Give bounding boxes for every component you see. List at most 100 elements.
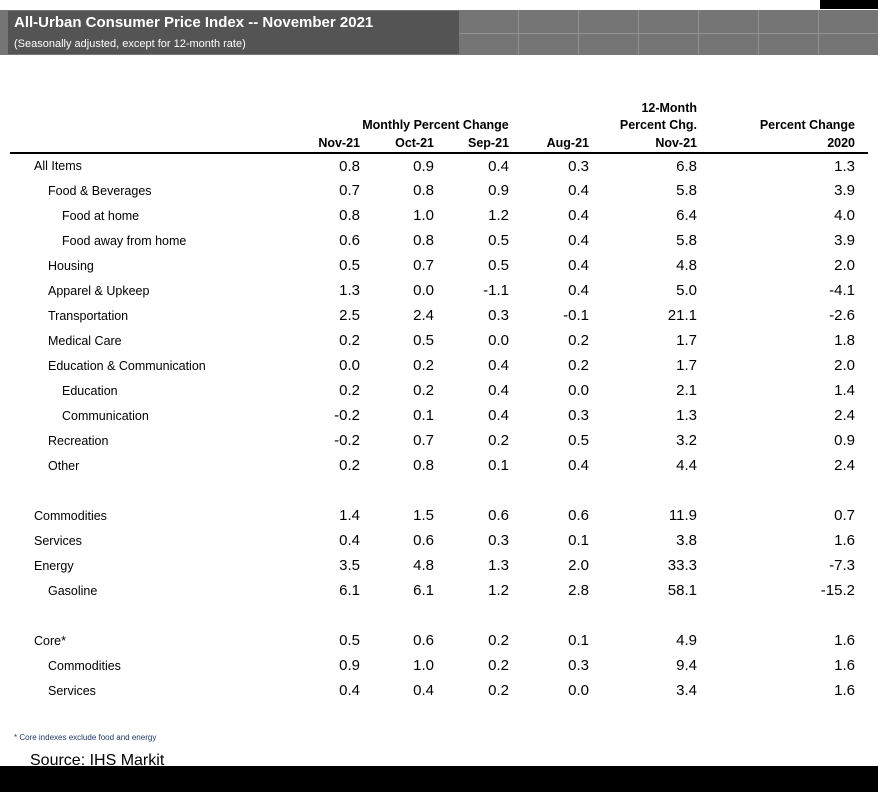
- cell-value: 11.9: [668, 507, 697, 524]
- header-row-3: Nov-21 Oct-21 Sep-21 Aug-21 Nov-21 2020: [10, 134, 868, 154]
- cell-value: 0.2: [413, 357, 434, 374]
- table-row: Services 0.4 0.4 0.2 0.0 3.4 1.6: [10, 678, 868, 703]
- row-label: Transportation: [48, 308, 129, 323]
- cell-value: 3.8: [676, 532, 697, 549]
- cell-value: 0.0: [488, 332, 509, 349]
- cell-value: 3.4: [676, 682, 697, 699]
- cell-value: 0.4: [568, 182, 589, 199]
- cell-value: 1.6: [834, 532, 855, 549]
- cell-value: 0.9: [339, 657, 360, 674]
- cell-value: 0.8: [413, 232, 434, 249]
- cell-value: -1.1: [483, 282, 509, 299]
- col-header-12month-line1: 12-Month: [641, 101, 697, 115]
- cell-value: 0.2: [488, 432, 509, 449]
- table-row: Housing 0.5 0.7 0.5 0.4 4.8 2.0: [10, 253, 868, 278]
- cell-value: 4.4: [676, 457, 697, 474]
- cell-value: 0.5: [568, 432, 589, 449]
- table-header: 12-Month Monthly Percent Change Percent …: [10, 100, 868, 154]
- cell-value: 0.2: [488, 682, 509, 699]
- row-label: Services: [48, 683, 96, 698]
- table-row: Food away from home 0.6 0.8 0.5 0.4 5.8 3.9: [10, 228, 868, 253]
- cell-value: 1.4: [339, 507, 360, 524]
- cell-value: 0.3: [568, 157, 589, 175]
- cell-value: 0.9: [413, 157, 434, 175]
- col-header-12month-nov21: Nov-21: [589, 134, 697, 154]
- empty-cell: [697, 100, 868, 116]
- cell-value: 0.0: [413, 282, 434, 299]
- row-label: Education: [62, 383, 118, 398]
- cell-value: 0.6: [339, 232, 360, 249]
- cell-value: 1.7: [676, 332, 697, 349]
- table-row: Gasoline 6.1 6.1 1.2 2.8 58.1 -15.2: [10, 578, 868, 603]
- footnote: * Core indexes exclude food and energy: [14, 733, 157, 742]
- row-label: Apparel & Upkeep: [48, 283, 150, 298]
- cell-value: 0.5: [339, 257, 360, 274]
- cell-value: 0.2: [339, 382, 360, 399]
- cell-value: 0.4: [568, 257, 589, 274]
- empty-cell: [10, 116, 282, 134]
- table-row: Education 0.2 0.2 0.4 0.0 2.1 1.4: [10, 378, 868, 403]
- cell-value: 0.5: [413, 332, 434, 349]
- cell-value: 0.7: [413, 432, 434, 449]
- cell-value: 0.6: [413, 632, 434, 649]
- header-row-2: Monthly Percent Change Percent Chg. Perc…: [10, 116, 868, 134]
- cell-value: 4.8: [413, 557, 434, 574]
- row-label: Other: [48, 458, 80, 473]
- row-label: Core*: [34, 633, 66, 648]
- cell-value: 0.1: [488, 457, 509, 474]
- page-subtitle: (Seasonally adjusted, except for 12-mont…: [14, 38, 246, 50]
- cell-value: 58.1: [667, 582, 697, 599]
- cell-value: 0.0: [568, 382, 589, 399]
- cell-value: -2.6: [829, 307, 855, 324]
- table-row: Education & Communication 0.0 0.2 0.4 0.2 1.7…: [10, 353, 868, 378]
- cell-value: -15.2: [820, 582, 855, 599]
- table-row: Medical Care 0.2 0.5 0.0 0.2 1.7 1.8: [10, 328, 868, 353]
- cell-value: 0.6: [488, 507, 509, 524]
- cell-value: 0.3: [488, 307, 509, 324]
- table-row: Commodities 0.9 1.0 0.2 0.3 9.4 1.6: [10, 653, 868, 678]
- cell-value: 6.1: [339, 582, 360, 599]
- cell-value: 0.2: [568, 357, 589, 374]
- cell-value: 0.4: [568, 282, 589, 299]
- cell-value: 1.5: [413, 507, 434, 524]
- empty-cell: [10, 478, 868, 503]
- table-row: All Items 0.8 0.9 0.4 0.3 6.8 1.3: [10, 153, 868, 178]
- cell-value: 0.4: [413, 682, 434, 699]
- cell-value: 0.9: [834, 432, 855, 449]
- row-label: Communication: [62, 408, 149, 423]
- cell-value: 6.8: [676, 157, 697, 175]
- table-row: Apparel & Upkeep 1.3 0.0 -1.1 0.4 5.0 -4.1: [10, 278, 868, 303]
- cell-value: 0.1: [568, 532, 589, 549]
- cell-value: 0.4: [488, 407, 509, 424]
- col-header-2020: 2020: [697, 134, 868, 154]
- table-row: Core* 0.5 0.6 0.2 0.1 4.9 1.6: [10, 628, 868, 653]
- cell-value: 0.8: [339, 157, 360, 175]
- cell-value: 0.2: [488, 657, 509, 674]
- row-label: Gasoline: [48, 583, 98, 598]
- cell-value: 1.7: [676, 357, 697, 374]
- cell-value: 1.2: [488, 582, 509, 599]
- row-label: Food away from home: [62, 233, 187, 248]
- row-label: Medical Care: [48, 333, 122, 348]
- row-label: All Items: [34, 159, 82, 173]
- cell-value: 0.6: [413, 532, 434, 549]
- cell-value: 0.4: [339, 682, 360, 699]
- spacer-row: [10, 478, 868, 503]
- table-row: Food at home 0.8 1.0 1.2 0.4 6.4 4.0: [10, 203, 868, 228]
- table-row: Recreation -0.2 0.7 0.2 0.5 3.2 0.9: [10, 428, 868, 453]
- cell-value: 0.8: [339, 207, 360, 224]
- row-label: Commodities: [34, 508, 107, 523]
- cell-value: 1.3: [488, 557, 509, 574]
- cell-value: 1.0: [413, 207, 434, 224]
- bottom-black-bar: [0, 766, 878, 792]
- cell-value: 0.7: [834, 507, 855, 524]
- cell-value: 2.4: [413, 307, 434, 324]
- cell-value: 0.5: [339, 632, 360, 649]
- cell-value: 1.6: [834, 632, 855, 649]
- page-title: All-Urban Consumer Price Index -- Novemb…: [14, 14, 374, 31]
- cell-value: 1.8: [834, 332, 855, 349]
- cpi-table: 12-Month Monthly Percent Change Percent …: [10, 100, 868, 703]
- cell-value: 0.1: [568, 632, 589, 649]
- row-label: Education & Communication: [48, 358, 206, 373]
- cell-value: 0.4: [488, 357, 509, 374]
